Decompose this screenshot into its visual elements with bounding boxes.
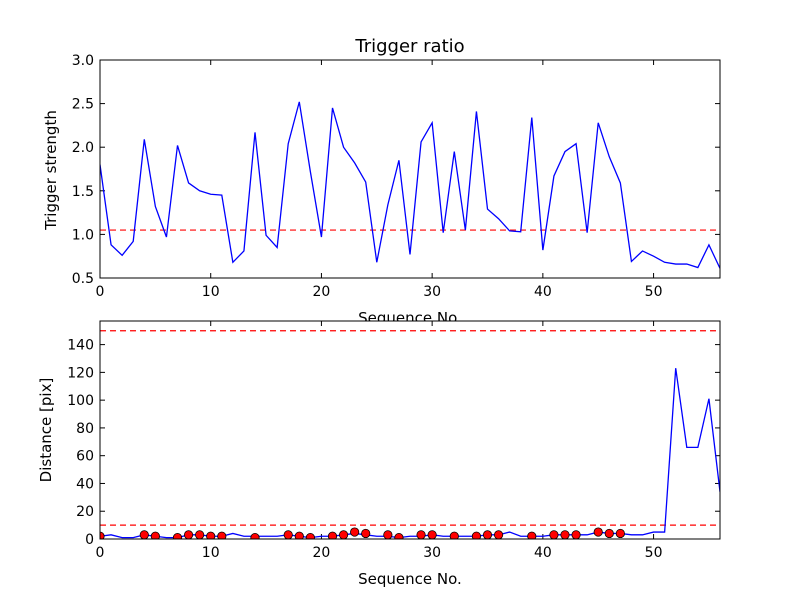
bottom-data-point	[427, 530, 437, 539]
top-y-tick-label: 1.0	[72, 227, 94, 243]
top-y-tick-label: 2.0	[72, 140, 94, 156]
top-plot-area	[100, 101, 720, 269]
bottom-y-tick-label: 60	[76, 449, 94, 465]
top-x-tick-label: 40	[534, 284, 552, 300]
bottom-x-tick-label: 10	[202, 545, 220, 561]
bottom-data-point	[571, 530, 581, 539]
bottom-data-point	[471, 531, 482, 539]
bottom-data-point	[615, 528, 625, 539]
bottom-x-tick-label: 50	[645, 545, 663, 561]
top-y-tick-label: 0.5	[72, 271, 94, 287]
bottom-y-tick-label: 120	[67, 365, 94, 381]
bottom-y-axis-label: Distance [pix]	[37, 378, 55, 483]
top-chart: Trigger ratio Trigger strength Sequence …	[42, 36, 721, 327]
bottom-y-tick-label: 140	[67, 338, 94, 354]
bottom-data-point	[206, 531, 216, 539]
top-y-tick-label: 2.5	[72, 97, 94, 113]
bottom-y-tick-label: 80	[76, 421, 94, 437]
top-series-line	[100, 101, 720, 269]
bottom-data-point	[416, 530, 426, 539]
bottom-data-point	[593, 527, 603, 537]
top-x-tick-label: 50	[645, 284, 663, 300]
bottom-y-tick-label: 40	[76, 476, 94, 492]
bottom-data-point	[604, 528, 614, 539]
bottom-data-point	[338, 530, 349, 539]
bottom-chart: Distance [pix] Sequence No. 0 10 20 30 40 500…	[37, 320, 721, 588]
bottom-data-point	[449, 531, 459, 539]
top-y-tick-label: 3.0	[72, 53, 94, 69]
top-chart-title: Trigger ratio	[354, 36, 464, 57]
bottom-data-point	[394, 533, 404, 539]
top-x-tick-label: 30	[423, 284, 441, 300]
top-ticks: 0 10 20 30 40 50 0.5 1.0 1.5 2.0 2.5 3.0	[72, 53, 720, 300]
bottom-x-tick-label: 20	[313, 545, 331, 561]
bottom-data-point	[527, 531, 537, 539]
bottom-y-tick-label: 20	[76, 504, 94, 520]
bottom-data-point	[361, 528, 371, 539]
bottom-data-point	[305, 533, 315, 539]
top-y-axis-label: Trigger strength	[42, 110, 60, 231]
bottom-data-point	[350, 527, 360, 537]
bottom-data-point	[482, 530, 493, 539]
bottom-y-tick-label: 100	[67, 393, 94, 409]
bottom-axes-frame	[99, 320, 721, 540]
top-x-tick-label: 20	[313, 284, 331, 300]
bottom-x-tick-label: 40	[534, 545, 552, 561]
bottom-data-point	[139, 530, 149, 539]
bottom-ticks: 0 10 20 30 40 50 0 20 40 60 80 100 120 140	[67, 321, 720, 561]
top-y-tick-label: 1.5	[72, 184, 94, 200]
bottom-data-point	[493, 530, 504, 539]
bottom-data-point	[283, 530, 293, 539]
bottom-plot-content	[100, 330, 720, 539]
top-axes-frame	[99, 59, 721, 279]
bottom-data-point	[294, 531, 304, 539]
bottom-data-point	[327, 531, 338, 539]
bottom-data-point	[383, 530, 393, 539]
top-x-tick-label: 0	[96, 284, 105, 300]
top-plot-content	[100, 101, 720, 269]
bottom-data-point	[172, 533, 183, 539]
bottom-y-tick-label: 0	[85, 532, 94, 548]
top-x-tick-label: 10	[202, 284, 220, 300]
bottom-data-point	[150, 531, 160, 539]
bottom-axes-background	[100, 321, 720, 539]
bottom-data-point	[549, 530, 559, 539]
bottom-data-point	[183, 530, 194, 539]
bottom-x-tick-label: 30	[423, 545, 441, 561]
bottom-data-point	[217, 531, 227, 539]
bottom-x-axis-label: Sequence No.	[358, 570, 462, 588]
bottom-data-point	[195, 530, 205, 539]
bottom-data-point	[560, 530, 570, 539]
bottom-data-point	[250, 533, 260, 539]
bottom-x-tick-label: 0	[96, 545, 105, 561]
bottom-plot-area	[100, 330, 720, 539]
